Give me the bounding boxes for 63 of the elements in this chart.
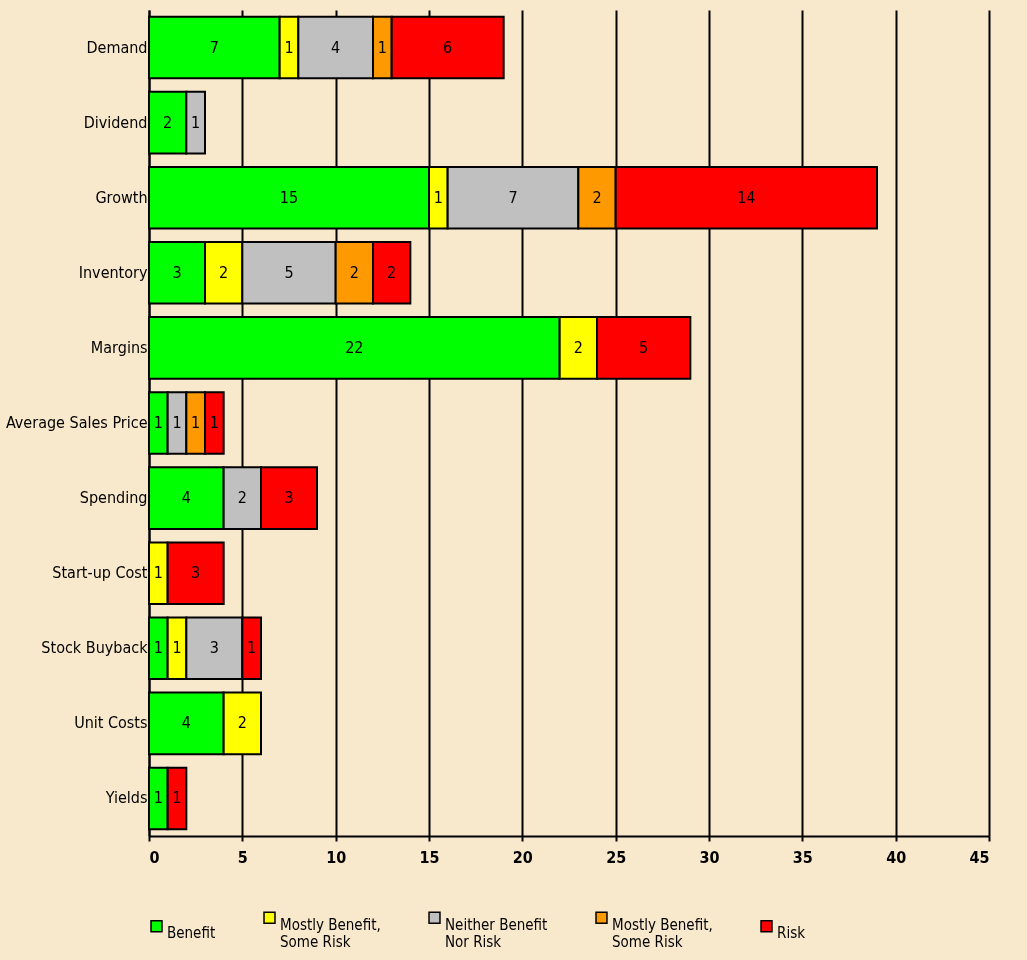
data-label: 1 [172, 788, 182, 808]
data-label: 1 [153, 638, 163, 658]
data-label: 4 [181, 713, 191, 733]
data-label: 6 [443, 37, 453, 57]
data-label: 2 [349, 262, 359, 282]
y-tick-label: Start-up Cost [52, 563, 148, 583]
data-label: 22 [345, 337, 364, 357]
legend-label: Risk [777, 924, 806, 943]
x-tick-label: 40 [886, 847, 907, 867]
legend-label: Benefit [167, 924, 216, 943]
y-tick-label: Dividend [83, 112, 148, 132]
data-label: 5 [639, 337, 649, 357]
x-tick-label: 30 [699, 847, 720, 867]
data-label: 2 [592, 187, 602, 207]
y-tick-label: Spending [79, 488, 148, 508]
data-label: 2 [163, 112, 173, 132]
data-label: 3 [209, 638, 219, 658]
data-label: 15 [279, 187, 299, 207]
data-label: 1 [433, 187, 443, 207]
data-label: 2 [219, 262, 229, 282]
x-tick-label: 0 [149, 847, 160, 867]
data-label: 1 [191, 413, 201, 432]
y-tick-label: Margins [90, 337, 148, 357]
data-label: 3 [191, 563, 201, 583]
x-tick-label: 45 [969, 847, 990, 867]
data-label: 2 [237, 713, 247, 733]
x-tick-label: 10 [326, 847, 347, 867]
legend-label: Mostly Benefit, Some Risk [280, 915, 381, 951]
legend-label: Neither Benefit Nor Risk [445, 915, 548, 951]
data-label: 1 [172, 638, 182, 658]
data-label: 1 [191, 112, 201, 132]
data-label: 2 [573, 337, 583, 357]
y-tick-label: Stock Buyback [41, 638, 149, 658]
x-tick-label: 15 [419, 847, 440, 867]
y-tick-label: Unit Costs [74, 713, 148, 733]
data-label: 5 [284, 262, 294, 282]
y-tick-label: Average Sales Price [5, 413, 148, 432]
data-label: 1 [247, 638, 257, 658]
data-label: 3 [284, 488, 294, 508]
data-label: 1 [153, 413, 163, 432]
data-label: 1 [153, 788, 163, 808]
x-tick-label: 25 [606, 847, 627, 867]
data-label: 2 [237, 488, 247, 508]
data-label: 14 [737, 187, 756, 207]
data-label: 7 [508, 187, 518, 207]
data-label: 1 [209, 413, 219, 432]
data-label: 1 [377, 37, 387, 57]
data-label: 1 [284, 37, 294, 57]
x-tick-label: 5 [237, 847, 248, 867]
data-label: 1 [153, 563, 163, 583]
data-label: 1 [172, 413, 182, 432]
x-tick-label: 20 [512, 847, 533, 867]
data-label: 4 [331, 37, 341, 57]
data-label: 3 [172, 262, 182, 282]
data-label: 7 [209, 37, 219, 57]
data-label: 2 [387, 262, 397, 282]
x-tick-label: 35 [792, 847, 813, 867]
y-tick-label: Demand [86, 37, 148, 57]
y-tick-label: Yields [104, 788, 148, 808]
y-tick-label: Growth [95, 187, 148, 207]
data-label: 4 [181, 488, 191, 508]
y-tick-label: Inventory [78, 262, 148, 282]
legend-label: Mostly Benefit, Some Risk [612, 915, 713, 951]
